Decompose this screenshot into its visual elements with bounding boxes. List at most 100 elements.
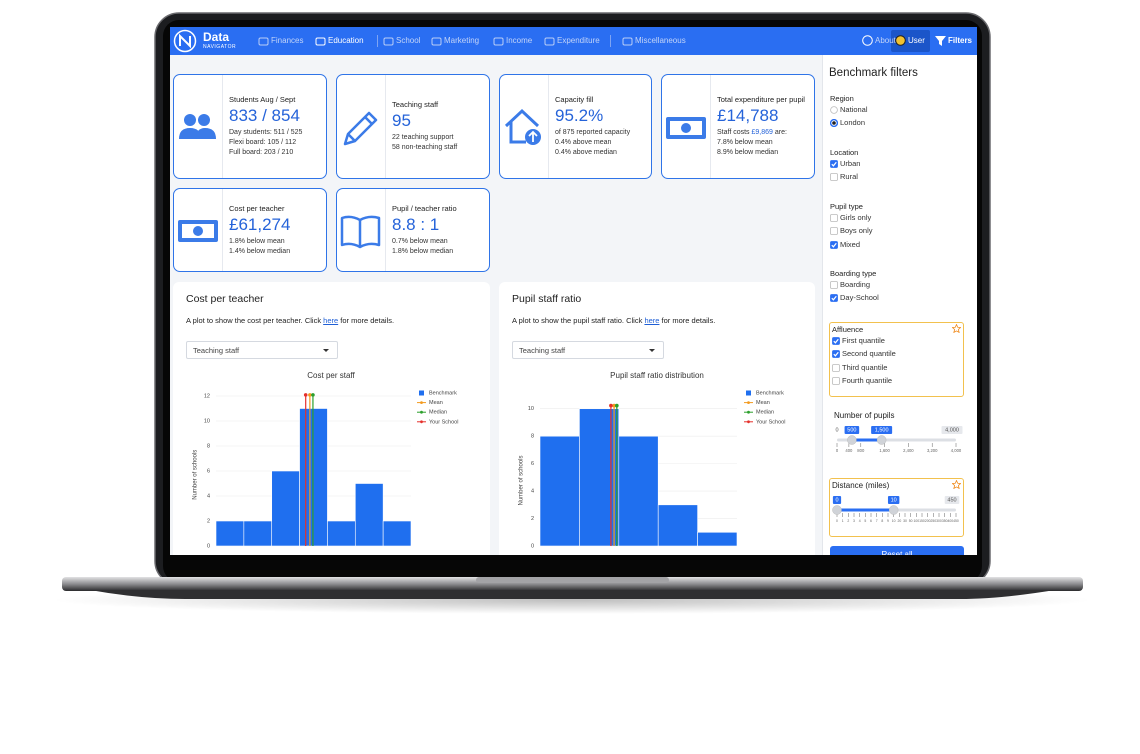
nav-item[interactable]: Expenditure — [557, 36, 600, 45]
checkbox[interactable] — [830, 240, 838, 249]
checkbox[interactable] — [832, 363, 840, 372]
nav-icon-shape — [895, 35, 906, 46]
card-value: 95.2% — [555, 106, 604, 125]
filter-option[interactable]: Urban — [840, 159, 861, 168]
legend-label: Your School — [429, 419, 458, 425]
checkbox-box — [830, 227, 838, 236]
slider-value-label: 10 — [891, 497, 897, 503]
filter-option[interactable]: London — [840, 118, 866, 128]
icon-part — [179, 127, 201, 139]
checkbox[interactable] — [830, 281, 838, 289]
filter-option[interactable]: Day-School — [840, 293, 879, 303]
dropdown[interactable]: Teaching staff — [512, 341, 664, 359]
filter-option[interactable]: First quantile — [842, 336, 885, 345]
card-title: Students Aug / Sept — [229, 95, 296, 104]
checkbox[interactable] — [830, 214, 838, 222]
checkbox[interactable] — [832, 350, 840, 359]
marker-dot — [311, 393, 315, 397]
y-tick-label: 4 — [531, 489, 534, 495]
nav-item[interactable]: Education — [328, 36, 364, 45]
filter-option[interactable]: Boys only — [840, 226, 873, 236]
dropdown[interactable]: Teaching staff — [186, 341, 338, 359]
filter-option[interactable]: Mixed — [840, 239, 861, 249]
chart-title: Cost per staff — [307, 371, 355, 380]
histogram-bar — [271, 470, 300, 547]
filter-option[interactable]: Second quantile — [842, 349, 896, 359]
card-line: 7.8% below mean — [717, 139, 773, 146]
y-tick-label: 8 — [207, 443, 210, 449]
checkbox[interactable] — [830, 160, 838, 168]
checkbox[interactable] — [830, 173, 838, 182]
description-text: for more details. — [659, 316, 716, 325]
marker-dot — [303, 393, 308, 397]
filter-option[interactable]: Boarding — [840, 280, 871, 289]
checkbox[interactable] — [830, 227, 838, 236]
slider-value-label: 4,000 — [945, 427, 959, 433]
marker-dot — [612, 403, 616, 408]
legend-label: Mean — [429, 400, 443, 406]
card-title: Teaching staff — [392, 100, 439, 109]
nav-item[interactable]: Finances — [271, 36, 304, 45]
nav-right-item[interactable]: User — [908, 36, 925, 45]
filter-option[interactable]: Fourth quantile — [842, 375, 893, 385]
slider-handle[interactable] — [888, 505, 899, 515]
nav-icon — [862, 35, 873, 46]
checkbox[interactable] — [830, 294, 838, 303]
slider-min-label: 0 — [835, 427, 838, 433]
slider-handle[interactable] — [847, 435, 857, 445]
nav-item[interactable]: Income — [506, 36, 533, 45]
reset-button[interactable]: Reset all — [830, 546, 964, 555]
nav-item[interactable]: School — [396, 36, 421, 45]
filter-option[interactable]: Girls only — [840, 213, 872, 222]
nav-icon-shape — [493, 37, 504, 46]
filter-group-label: Boarding type — [830, 269, 877, 278]
card-value: £14,788 — [717, 106, 779, 125]
card-line: 1.8% below median — [392, 247, 454, 255]
histogram-bar — [327, 520, 356, 547]
card-line-part: Staff costs — [717, 129, 752, 136]
legend-dot — [747, 420, 750, 424]
legend-dot — [420, 420, 423, 424]
icon-part — [681, 122, 691, 133]
card-title: Capacity fill — [555, 95, 594, 104]
histogram-bar — [354, 483, 384, 547]
stat-card: Pupil / teacher ratio 8.8 : 1 0.7% below m… — [336, 188, 490, 272]
filter-option[interactable]: Rural — [840, 172, 858, 182]
slider-handle[interactable] — [876, 435, 887, 445]
nav-icon — [315, 37, 326, 46]
description-link[interactable]: here — [644, 316, 660, 325]
nav-right-item[interactable]: About — [875, 36, 896, 45]
slider-value-box — [887, 496, 900, 504]
nav-right-item[interactable]: Filters — [948, 36, 973, 45]
nav-icon — [544, 37, 555, 46]
card-text: Capacity fill 95.2% of 875 reported capaci… — [555, 75, 646, 178]
histogram-bar — [243, 520, 273, 547]
filter-option[interactable]: National — [840, 105, 868, 114]
slider-handle[interactable] — [832, 505, 842, 515]
star-icon — [952, 324, 961, 333]
screen: Data NAVIGATOR Finances Education School Mark… — [170, 27, 977, 555]
icon-part — [504, 108, 540, 143]
dropdown-value: Teaching staff — [193, 346, 240, 355]
radio-button[interactable] — [830, 119, 838, 128]
legend-label: Your School — [756, 419, 785, 425]
card-text: Students Aug / Sept 833 / 854 Day students… — [229, 75, 321, 178]
icon-part — [193, 226, 203, 236]
checkbox-box — [832, 337, 840, 345]
legend-label: Median — [756, 410, 774, 416]
checkbox[interactable] — [832, 376, 840, 385]
icon-part — [184, 113, 196, 126]
radio-button[interactable] — [830, 106, 838, 114]
legend-dot — [420, 401, 423, 404]
slider-value-box — [941, 426, 963, 434]
y-tick-label: 2 — [531, 516, 534, 522]
description-link[interactable]: here — [323, 316, 339, 325]
card-line: 22 teaching support — [392, 134, 454, 141]
filter-option[interactable]: Third quantile — [842, 362, 888, 372]
nav-item[interactable]: Miscellaneous — [635, 36, 686, 45]
stat-card: Cost per teacher £61,274 1.8% below mean 1.… — [173, 188, 327, 272]
nav-item[interactable]: Marketing — [444, 36, 480, 45]
checkbox[interactable] — [832, 337, 840, 345]
